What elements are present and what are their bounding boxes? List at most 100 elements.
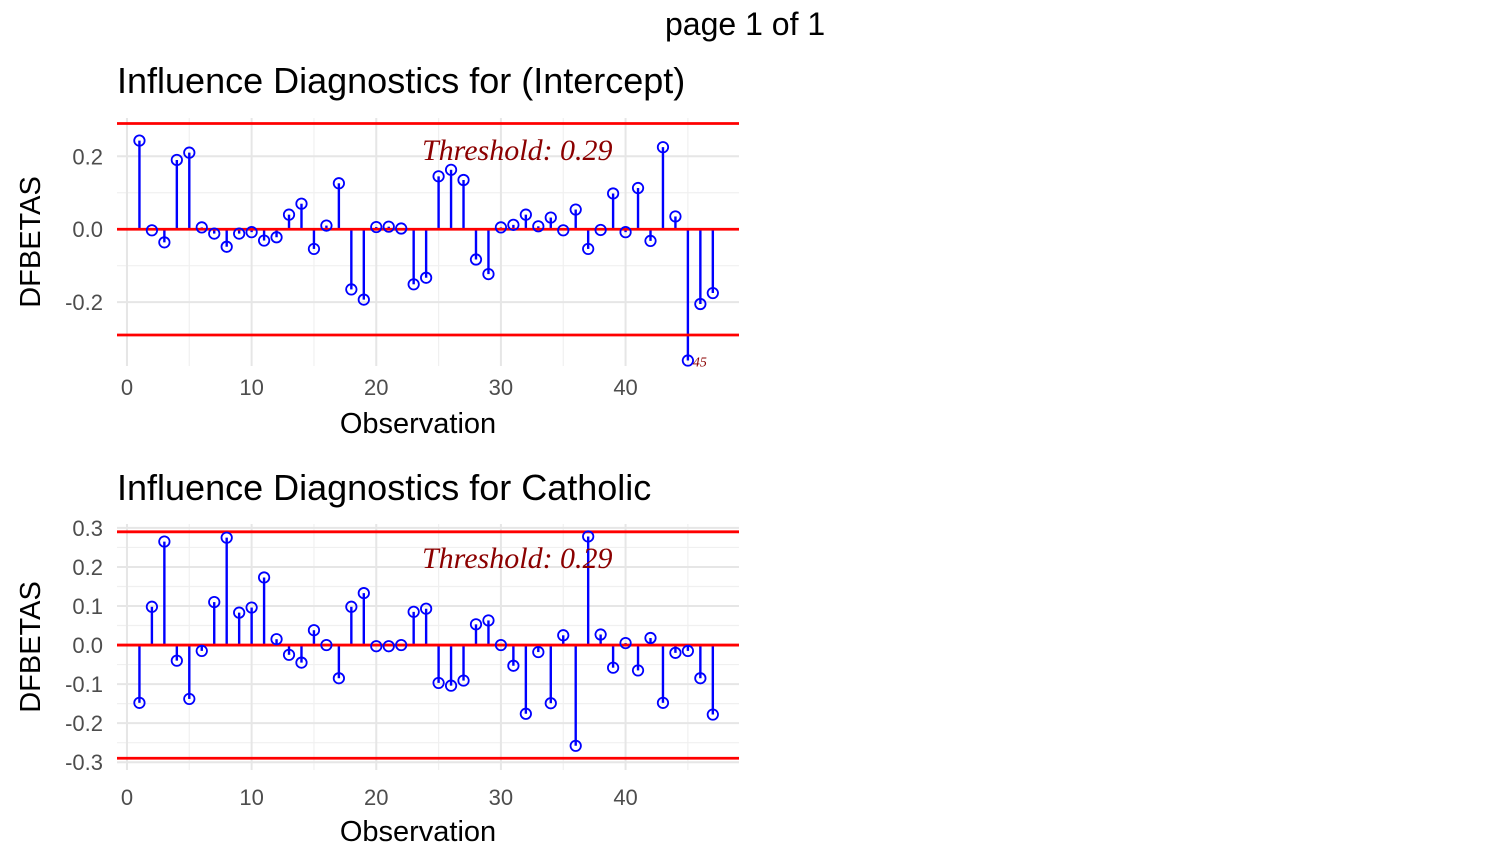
data-point <box>133 134 146 147</box>
data-point <box>582 242 595 256</box>
data-point <box>569 203 582 216</box>
data-point <box>395 222 408 235</box>
data-point <box>332 672 345 685</box>
data-point <box>357 293 370 306</box>
y-tick-label: 0.1 <box>72 594 103 619</box>
data-point <box>694 672 707 685</box>
data-point <box>407 605 420 618</box>
x-tick-label: 0 <box>121 785 133 810</box>
data-point <box>507 659 520 672</box>
data-point <box>170 654 183 667</box>
x-tick-label: 0 <box>121 375 133 400</box>
dfbetas-chart-intercept: Influence Diagnostics for (Intercept) -0.… <box>15 60 739 440</box>
data-point <box>195 221 208 234</box>
y-tick-label: -0.2 <box>65 711 103 736</box>
data-point <box>457 674 470 687</box>
data-point <box>382 640 395 653</box>
data-point <box>694 297 707 311</box>
data-point <box>282 648 296 661</box>
x-tick-label: 20 <box>364 375 388 400</box>
data-point <box>557 629 570 642</box>
data-point <box>407 278 420 291</box>
data-point <box>669 210 682 223</box>
data-point <box>183 146 196 159</box>
threshold-label: Threshold: 0.29 <box>422 134 613 167</box>
dfbetas-chart-catholic: Influence Diagnostics for Catholic -0.3 -0… <box>15 467 739 848</box>
data-point <box>295 656 308 669</box>
data-point <box>245 226 258 239</box>
data-point <box>469 253 483 266</box>
y-tick-label: 0.3 <box>72 516 103 541</box>
chart-title: Influence Diagnostics for (Intercept) <box>117 60 685 101</box>
data-point <box>307 624 321 637</box>
x-tick-label: 30 <box>489 375 513 400</box>
data-point <box>145 600 159 613</box>
x-tick-label: 20 <box>364 785 388 810</box>
data-point <box>532 645 545 659</box>
data-point <box>644 631 657 645</box>
data-point <box>644 234 657 248</box>
data-point <box>569 739 582 752</box>
y-tick-label: 0.0 <box>72 633 103 658</box>
data-point <box>494 221 508 234</box>
data-point <box>307 242 321 256</box>
data-point <box>183 692 196 706</box>
data-point <box>631 664 645 677</box>
data-point <box>607 187 620 200</box>
data-point <box>444 163 458 176</box>
data-point <box>282 208 296 221</box>
data-point <box>706 708 719 721</box>
data-point <box>482 614 495 627</box>
data-point <box>706 286 719 300</box>
data-point <box>270 231 283 244</box>
x-tick-label: 30 <box>489 785 513 810</box>
data-point <box>257 571 271 584</box>
data-point <box>345 600 358 613</box>
data-point <box>507 218 520 231</box>
data-point <box>145 224 159 237</box>
y-axis-label: DFBETAS <box>15 176 47 308</box>
data-point <box>395 638 408 652</box>
y-tick-label: -0.1 <box>65 672 103 697</box>
data-point <box>257 234 271 247</box>
data-point <box>619 226 632 239</box>
data-point <box>170 153 183 167</box>
data-point <box>158 535 171 548</box>
data-point <box>370 640 383 653</box>
data-point <box>482 267 495 281</box>
x-axis-label: Observation <box>340 816 496 848</box>
data-point <box>332 177 345 190</box>
data-point <box>208 227 221 240</box>
data-point <box>469 618 483 631</box>
data-point <box>245 601 258 614</box>
data-point <box>220 240 233 253</box>
data-point <box>656 696 670 709</box>
y-tick-label: -0.2 <box>65 290 103 315</box>
y-tick-label: 0.2 <box>72 144 103 169</box>
data-point <box>432 170 445 183</box>
data-point <box>195 644 208 658</box>
data-point <box>631 181 645 195</box>
x-tick-label: 40 <box>613 375 637 400</box>
x-axis-label: Observation <box>340 408 496 440</box>
data-point <box>345 283 358 296</box>
data-point <box>656 141 670 154</box>
y-tick-label: -0.3 <box>65 750 103 775</box>
data-point <box>357 587 370 600</box>
data-point <box>220 531 233 544</box>
data-point <box>270 633 283 646</box>
y-axis-label: DFBETAS <box>15 581 47 713</box>
x-tick-label: 10 <box>239 375 263 400</box>
data-point <box>594 628 607 641</box>
y-tick-label: 0.0 <box>72 217 103 242</box>
data-point <box>420 602 433 615</box>
data-point <box>594 223 607 237</box>
threshold-label: Threshold: 0.29 <box>422 542 613 575</box>
data-point <box>544 211 557 224</box>
data-point <box>233 227 246 240</box>
data-point <box>607 661 620 674</box>
data-point <box>457 173 470 187</box>
data-point <box>557 224 570 237</box>
data-point <box>669 646 682 659</box>
outlier-label: 45 <box>693 356 707 371</box>
